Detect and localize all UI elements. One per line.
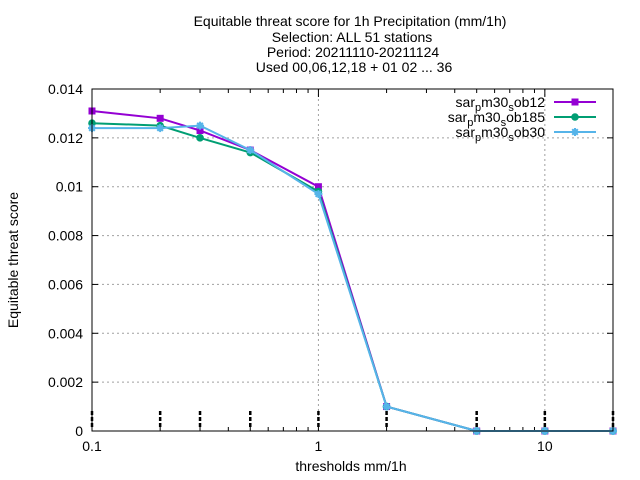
- y-tick-label: 0.004: [48, 325, 83, 341]
- legend-label-part: p: [475, 102, 481, 114]
- series-line: [91, 110, 613, 432]
- data-point-core: [247, 147, 254, 154]
- legend-label-part: sar: [448, 109, 468, 125]
- series-2: [88, 119, 617, 435]
- legend-label-part: ob30: [514, 124, 545, 140]
- data-point: [196, 127, 204, 135]
- legend-label: sarpm30sob12: [456, 94, 546, 114]
- y-tick-label: 0.002: [48, 374, 83, 390]
- chart-title: Equitable threat score for 1h Precipitat…: [194, 13, 507, 75]
- legend-label-part: p: [467, 117, 473, 129]
- y-tick-label: 0.006: [48, 276, 83, 292]
- axis-ticks: 0 0.002 0.004 0.006 0.008 0.01 0.012 0.014 0.1 1 1…: [48, 81, 613, 454]
- y-axis-title: Equitable threat score: [5, 192, 21, 328]
- y-tick-label: 0.012: [48, 130, 83, 146]
- y-tick-label: 0.008: [48, 228, 83, 244]
- legend-label-part: sar: [456, 94, 476, 110]
- legend-label: sarpm30sob185: [448, 109, 545, 129]
- data-point: [314, 190, 323, 199]
- data-point: [246, 146, 255, 155]
- x-tick-label: 0.1: [82, 438, 102, 454]
- y-tick-label: 0: [75, 423, 83, 439]
- data-point-core: [572, 129, 578, 135]
- plot-frame: [91, 88, 614, 432]
- title-line-2: Selection: ALL 51 stations: [272, 29, 433, 45]
- data-point: [156, 124, 165, 133]
- data-point-core: [197, 122, 204, 129]
- legend-label-part: ob12: [514, 94, 545, 110]
- y-tick-label: 0.01: [56, 179, 83, 195]
- data-point: [196, 121, 205, 130]
- y-tick-label: 0.014: [48, 81, 83, 97]
- data-point: [314, 183, 322, 191]
- data-point: [571, 98, 579, 106]
- legend-label: sarpm30sob30: [456, 124, 546, 144]
- data-point: [156, 114, 164, 122]
- legend-label-part: p: [475, 132, 481, 144]
- title-line-3: Period: 20211110-20211124: [267, 44, 440, 60]
- data-point-core: [315, 191, 322, 198]
- title-line-4: Used 00,06,12,18 + 01 02 ... 36: [256, 59, 453, 75]
- legend-label-part: m30: [481, 94, 508, 110]
- data-point: [382, 402, 391, 411]
- x-axis-title: thresholds mm/1h: [295, 458, 406, 474]
- series-line: [92, 124, 613, 432]
- legend-label-part: sar: [456, 124, 476, 140]
- data-point: [571, 128, 579, 136]
- legend-label-part: m30: [481, 124, 508, 140]
- legend-label-part: m30: [473, 109, 500, 125]
- x-tick-label: 10: [537, 438, 553, 454]
- legend-label-part: ob185: [506, 109, 545, 125]
- data-point: [571, 113, 579, 121]
- sample-markers: [90, 411, 615, 429]
- legend-label-part: s: [508, 102, 514, 114]
- grid: [92, 89, 613, 431]
- series-3: [88, 121, 617, 435]
- series-line: [91, 122, 613, 432]
- data-point-core: [157, 125, 164, 132]
- x-tick-label: 1: [315, 438, 323, 454]
- title-line-1: Equitable threat score for 1h Precipitat…: [194, 13, 507, 29]
- data-point-core: [383, 403, 390, 410]
- data-point: [196, 134, 204, 142]
- series-lines: [88, 107, 617, 435]
- series-1: [88, 107, 617, 435]
- legend-label-part: s: [501, 117, 507, 129]
- legend-label-part: s: [508, 132, 514, 144]
